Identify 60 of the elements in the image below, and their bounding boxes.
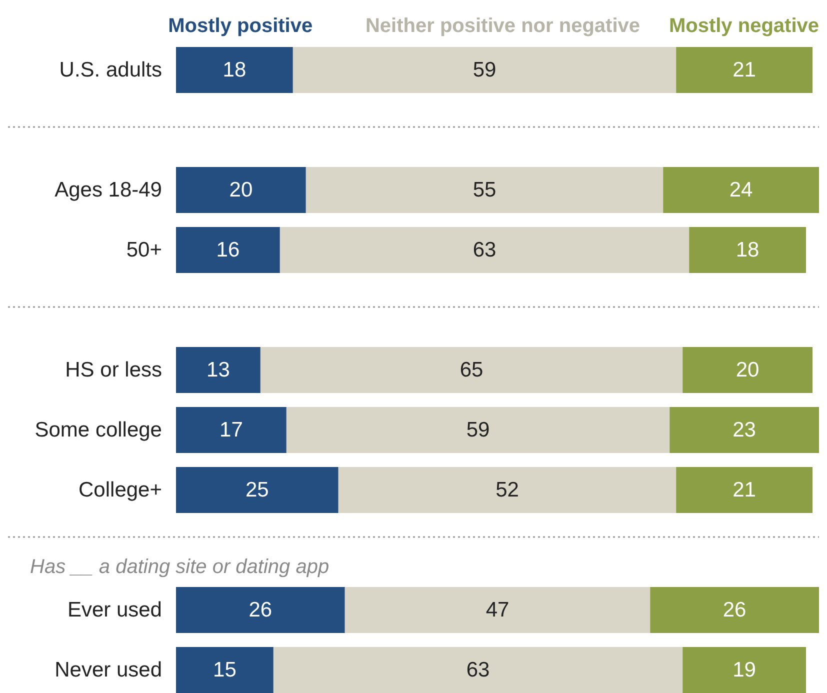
data-label: 20 bbox=[736, 358, 760, 382]
y-tick-label: U.S. adults bbox=[59, 58, 162, 82]
bar bbox=[676, 47, 813, 93]
bar bbox=[670, 407, 819, 453]
bar bbox=[676, 467, 813, 513]
y-tick-label: Ages 18-49 bbox=[54, 178, 162, 202]
data-label: 17 bbox=[220, 418, 243, 442]
data-label: 21 bbox=[732, 58, 756, 82]
y-tick-label: Ever used bbox=[67, 598, 162, 622]
bar bbox=[344, 587, 650, 633]
bar bbox=[682, 647, 806, 693]
data-label: 21 bbox=[732, 478, 756, 502]
data-label: 26 bbox=[722, 598, 746, 622]
series-label: Mostly positive bbox=[168, 15, 313, 37]
y-tick-label: HS or less bbox=[65, 358, 162, 382]
data-label: 63 bbox=[466, 658, 490, 682]
data-label: 25 bbox=[246, 478, 269, 502]
data-label: 65 bbox=[460, 358, 484, 382]
bar bbox=[689, 227, 806, 273]
bar bbox=[176, 167, 306, 213]
data-label: 20 bbox=[229, 178, 253, 202]
bar bbox=[176, 587, 345, 633]
data-label: 59 bbox=[472, 58, 496, 82]
data-label: 19 bbox=[732, 658, 756, 682]
bar bbox=[176, 467, 338, 513]
bar bbox=[682, 347, 813, 393]
data-label: 13 bbox=[206, 358, 230, 382]
annotation: Has __ a dating site or dating app bbox=[30, 556, 330, 578]
bar bbox=[292, 47, 676, 93]
data-label: 59 bbox=[466, 418, 490, 442]
bar bbox=[663, 167, 819, 213]
series-label: Mostly negative bbox=[668, 15, 819, 37]
data-label: 55 bbox=[472, 178, 496, 202]
data-label: 47 bbox=[486, 598, 510, 622]
data-label: 24 bbox=[729, 178, 754, 202]
series-label: Neither positive nor negative bbox=[365, 15, 640, 37]
data-label: 23 bbox=[732, 418, 756, 442]
data-label: 63 bbox=[472, 238, 496, 262]
bar bbox=[176, 227, 280, 273]
data-label: 16 bbox=[216, 238, 240, 262]
bar bbox=[286, 407, 670, 453]
data-label: 18 bbox=[736, 238, 760, 262]
y-tick-label: Never used bbox=[54, 658, 162, 682]
data-label: 18 bbox=[222, 58, 246, 82]
data-label: 52 bbox=[496, 478, 519, 502]
data-label: 26 bbox=[248, 598, 272, 622]
bar bbox=[338, 467, 676, 513]
bar bbox=[260, 347, 683, 393]
bar bbox=[650, 587, 819, 633]
y-tick-label: 50+ bbox=[126, 238, 162, 262]
bar bbox=[176, 347, 260, 393]
bar bbox=[176, 407, 286, 453]
bar bbox=[273, 647, 683, 693]
bar bbox=[176, 47, 293, 93]
data-label: 15 bbox=[213, 658, 236, 682]
bar bbox=[176, 647, 274, 693]
y-tick-label: College+ bbox=[78, 478, 162, 502]
bar bbox=[306, 167, 664, 213]
bar bbox=[280, 227, 690, 273]
y-tick-label: Some college bbox=[34, 418, 162, 442]
